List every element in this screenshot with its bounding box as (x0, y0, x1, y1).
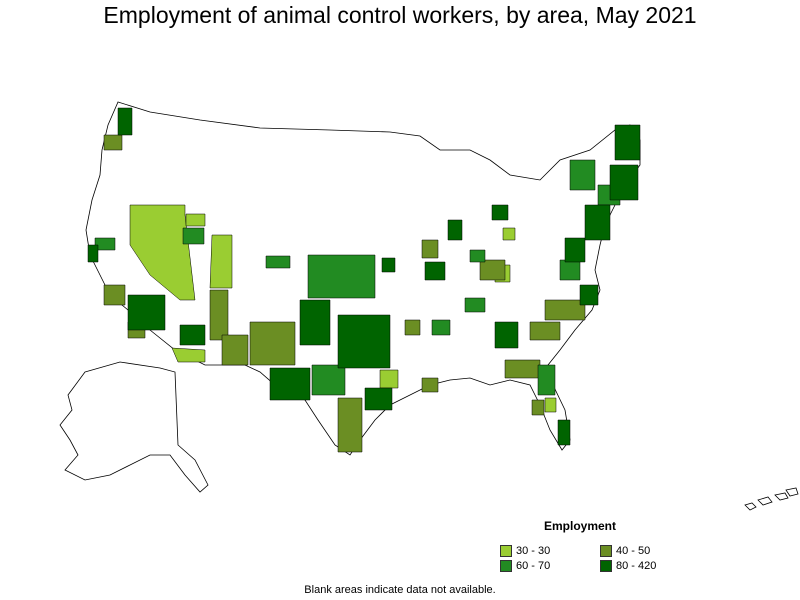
hawaii-island-2 (757, 496, 773, 506)
legend-swatch-30-30 (500, 545, 512, 557)
area-ok (299, 299, 331, 346)
area-sc (529, 321, 561, 341)
area-atlanta (494, 321, 519, 349)
hawaii-island-3 (774, 492, 789, 501)
area-ar (404, 319, 421, 336)
area-mo (421, 239, 439, 259)
area-maine (614, 124, 641, 161)
area-fl-w (531, 399, 545, 416)
legend-swatch-60-70 (500, 560, 512, 572)
hawaii (744, 487, 799, 511)
area-va (559, 259, 581, 281)
legend-swatch-80-420 (600, 560, 612, 572)
area-tx-east (379, 369, 399, 389)
hawaii-island-4 (785, 487, 799, 497)
alaska-outline (59, 361, 209, 493)
legend-item-30-30: 30 - 30 (500, 545, 600, 557)
area-seattle (117, 107, 133, 136)
area-fl-south (557, 419, 571, 446)
area-mi (491, 204, 509, 221)
area-co-ut (182, 227, 205, 245)
area-stlouis (424, 261, 446, 281)
legend-label-30-30: 30 - 30 (516, 545, 551, 557)
area-nc (544, 299, 586, 321)
area-az-n (209, 289, 229, 341)
area-ne-corridor (584, 204, 611, 241)
area-az-south (171, 347, 206, 363)
area-la-metro (127, 294, 166, 331)
area-dc (564, 237, 586, 263)
legend-swatch-40-50 (600, 545, 612, 557)
area-ca-south (103, 284, 126, 306)
area-ga (504, 359, 541, 379)
area-fl-e (537, 364, 556, 396)
legend-label-80-420: 80 - 420 (616, 560, 657, 572)
area-oh (479, 259, 506, 281)
footnote: Blank areas indicate data not available. (304, 584, 496, 596)
area-ca-bay (87, 244, 99, 263)
area-phoenix (179, 324, 206, 346)
colored-areas (87, 107, 641, 453)
alaska (59, 361, 209, 493)
area-tx-coast (337, 397, 363, 453)
area-wv (502, 227, 516, 241)
legend-label-40-50: 40 - 50 (616, 545, 651, 557)
area-tx-west (269, 367, 311, 401)
area-nm (249, 321, 296, 366)
hawaii-island-1 (744, 502, 757, 511)
area-tx-central (311, 364, 346, 396)
area-tx-ne (337, 314, 391, 369)
area-utah-east (209, 234, 233, 289)
area-ga-coast (544, 397, 557, 413)
legend-item-60-70: 60 - 70 (500, 560, 600, 572)
area-tn (464, 297, 486, 313)
area-ms-s (421, 377, 439, 393)
legend-items: 30 - 30 40 - 50 60 - 70 80 - 420 (500, 545, 700, 572)
area-ms (431, 319, 451, 336)
legend-item-80-420: 80 - 420 (600, 560, 700, 572)
area-or-n (103, 134, 123, 151)
legend-label-60-70: 60 - 70 (516, 560, 551, 572)
area-houston (364, 387, 393, 411)
area-ny (569, 159, 596, 191)
area-nm-w (221, 334, 249, 366)
area-in (469, 249, 486, 263)
legend-title: Employment (543, 519, 616, 533)
legend-item-40-50: 40 - 50 (600, 545, 700, 557)
area-boston (609, 164, 639, 201)
legend: Employment 30 - 30 40 - 50 60 - 70 80 - … (500, 519, 700, 572)
area-kansas (307, 254, 376, 299)
area-co (265, 255, 291, 269)
map-title: Employment of animal control workers, by… (103, 2, 697, 28)
area-chicago (447, 219, 463, 241)
area-nc-e (579, 284, 599, 306)
area-iowa (381, 257, 396, 273)
area-idaho-s (185, 213, 206, 227)
area-nevada (129, 204, 196, 301)
